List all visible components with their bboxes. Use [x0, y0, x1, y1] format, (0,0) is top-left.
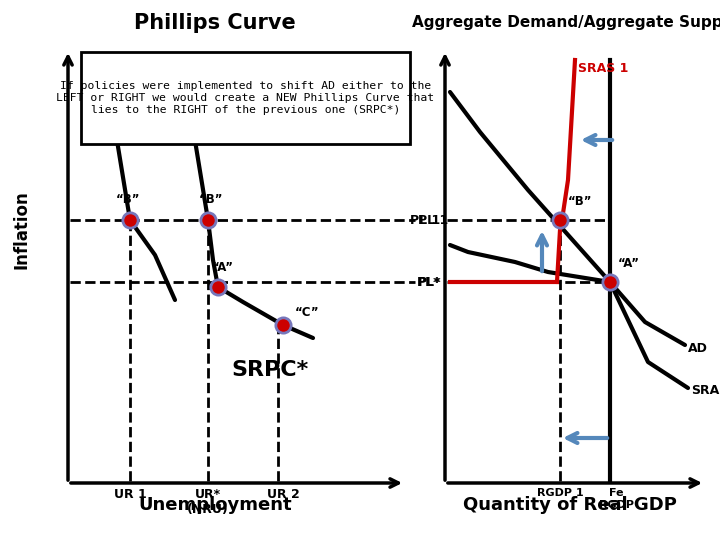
Text: UR*
(NRU): UR* (NRU): [187, 488, 229, 516]
Text: Quantity of Real GDP: Quantity of Real GDP: [463, 496, 677, 514]
Text: Inflation: Inflation: [13, 191, 31, 269]
Text: Aggregate Demand/Aggregate Supply: Aggregate Demand/Aggregate Supply: [412, 16, 720, 30]
Text: “A”: “A”: [618, 257, 640, 270]
Text: Phillips Curve: Phillips Curve: [134, 13, 296, 33]
Text: Fe
RGDP: Fe RGDP: [598, 488, 634, 510]
Text: “B”: “B”: [116, 193, 140, 206]
Text: PL 1: PL 1: [410, 213, 440, 226]
Text: “A”: “A”: [212, 261, 234, 274]
Text: PL*: PL*: [418, 275, 441, 288]
Text: If policies were implemented to shift AD either to the
LEFT or RIGHT we would cr: If policies were implemented to shift AD…: [56, 82, 435, 114]
Text: RGDP 1: RGDP 1: [536, 488, 583, 498]
Text: Unemployment: Unemployment: [138, 496, 292, 514]
Text: “B”: “B”: [568, 195, 593, 208]
Text: SRAS 1: SRAS 1: [578, 62, 629, 75]
Text: SRPC*: SRPC*: [231, 360, 309, 380]
Text: PL 1: PL 1: [418, 213, 449, 226]
Text: AD: AD: [688, 341, 708, 354]
Text: SRAS: SRAS: [691, 383, 720, 396]
Text: “C”: “C”: [295, 306, 320, 319]
Text: UR 1: UR 1: [114, 488, 146, 501]
Text: UR 2: UR 2: [266, 488, 300, 501]
FancyBboxPatch shape: [81, 52, 410, 144]
Text: PL*: PL*: [416, 275, 440, 288]
Text: “B”: “B”: [199, 193, 223, 206]
